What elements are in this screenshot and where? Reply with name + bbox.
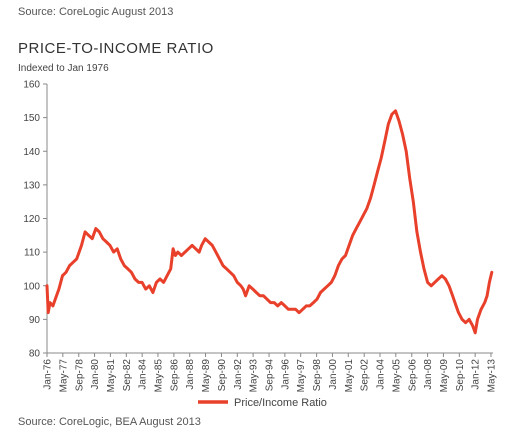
x-tick-label: Jan-12: [471, 359, 482, 390]
y-tick-label: 130: [23, 180, 40, 191]
x-tick-label: Jan-00: [328, 359, 339, 390]
x-tick-label: Jan-04: [376, 359, 387, 390]
plot-area: 80 90 100 110 120 130 140 150 160 Jan-76 May-77 Sep…: [23, 80, 497, 410]
y-tick-label: 120: [23, 214, 40, 225]
x-tick-label: Jan-80: [90, 359, 101, 390]
y-tick-label: 110: [24, 248, 40, 259]
x-tick-label: Jan-76: [43, 359, 54, 390]
x-tick-label: Sep-86: [169, 359, 180, 392]
x-tick-label: May-05: [391, 359, 402, 393]
x-tick-label: Sep-06: [407, 359, 418, 392]
x-tick-label: Sep-78: [74, 359, 85, 392]
x-tick-label: May-81: [106, 359, 117, 393]
x-tick-label: Sep-90: [217, 359, 228, 392]
legend-label: Price/Income Ratio: [234, 397, 327, 409]
x-tick-label: Jan-08: [423, 359, 434, 390]
x-tick-label: Sep-98: [312, 359, 323, 392]
x-tick-label: May-85: [153, 359, 164, 393]
y-tick-label: 100: [23, 281, 40, 292]
x-tick-label: May-01: [344, 359, 355, 393]
chart-title: PRICE-TO-INCOME RATIO: [18, 40, 214, 57]
y-tick-label: 140: [23, 147, 40, 158]
y-tick-label: 90: [29, 315, 41, 326]
y-tick-label: 160: [23, 80, 40, 91]
x-tick-label: May-13: [486, 359, 497, 393]
x-tick-label: May-93: [249, 359, 260, 393]
x-tick-label: Sep-94: [265, 359, 276, 392]
y-tick-label: 150: [23, 113, 40, 124]
chart-subtitle: Indexed to Jan 1976: [18, 63, 109, 74]
x-tick-label: Sep-10: [455, 359, 466, 392]
x-tick-label: Jan-96: [280, 359, 291, 390]
x-tick-label: Sep-82: [122, 359, 133, 392]
source-top-note: Source: CoreLogic August 2013: [18, 6, 174, 18]
x-tick-label: Jan-84: [138, 359, 149, 390]
x-tick-label: May-97: [296, 359, 307, 393]
series-line-price-income-ratio: [45, 109, 494, 335]
source-bottom-note: Source: CoreLogic, BEA August 2013: [18, 416, 201, 428]
y-tick-label: 80: [29, 349, 41, 360]
x-tick-label: Jan-88: [185, 359, 196, 390]
x-tick-label: Sep-02: [360, 359, 371, 392]
x-tick-label: May-09: [439, 359, 450, 393]
x-tick-label: May-89: [201, 359, 212, 393]
x-tick-label: Jan-92: [233, 359, 244, 390]
x-tick-label: May-77: [58, 359, 69, 393]
